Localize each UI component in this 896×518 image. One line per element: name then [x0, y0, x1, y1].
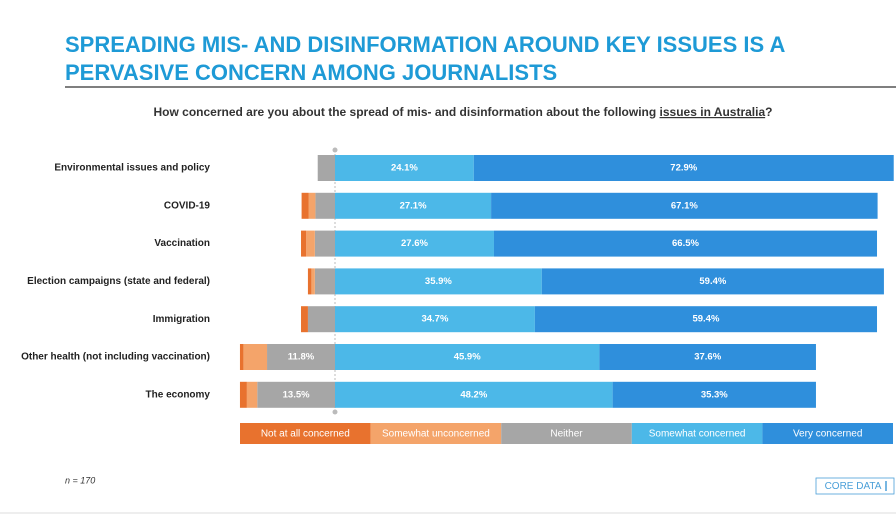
category-label: Election campaigns (state and federal): [27, 276, 210, 287]
bar-segment: [239, 344, 244, 370]
subtitle-part: issues in Australia: [660, 105, 766, 119]
value-label: 45.9%: [454, 352, 481, 363]
bar-segment: [493, 230, 878, 257]
bar-segment: [317, 155, 335, 181]
bar-segment: [314, 230, 335, 257]
bar-segment: [335, 268, 542, 295]
category-label: The economy: [146, 389, 211, 400]
legend-label: Not at all concerned: [261, 429, 350, 440]
legend-swatch: [240, 423, 371, 444]
value-label: 48.2%: [460, 389, 487, 400]
logo-box: [815, 477, 895, 495]
subtitle: How concerned are you about the spread o…: [154, 105, 773, 119]
bar-segment: [267, 344, 335, 370]
bar-segment: [257, 381, 335, 408]
subtitle-part: How concerned are you about the spread o…: [154, 105, 660, 119]
bar-segment: [301, 306, 308, 333]
bar-segment: [307, 268, 312, 295]
bar-segment: [308, 192, 316, 219]
logo: CORE DATA: [825, 481, 882, 492]
legend-swatch: [501, 423, 632, 444]
bar-segment: [315, 192, 335, 219]
value-label: 72.9%: [670, 163, 697, 174]
category-label: Environmental issues and policy: [54, 163, 210, 174]
category-label: Vaccination: [154, 238, 210, 249]
bar-segment: [307, 306, 335, 333]
bar-segment: [335, 344, 600, 370]
note: n = 170: [65, 475, 95, 485]
legend-swatch: [762, 423, 893, 444]
chart-title: SPREADING MIS- AND DISINFORMATION AROUND…: [65, 32, 785, 57]
bar-segment: [301, 192, 309, 219]
center-dot: [332, 409, 338, 415]
bar-segment: [491, 192, 878, 219]
bar-segment: [473, 155, 894, 181]
legend-label: Very concerned: [793, 429, 863, 440]
value-label: 34.7%: [421, 314, 448, 325]
bar-segment: [612, 381, 816, 408]
value-label: 27.1%: [400, 200, 427, 211]
chart-title: PERVASIVE CONCERN AMONG JOURNALISTS: [65, 60, 557, 85]
bar-segment: [534, 306, 878, 333]
category-label: Other health (not including vaccination): [21, 352, 210, 363]
category-label: COVID-19: [164, 200, 211, 211]
value-label: 35.3%: [701, 389, 728, 400]
bar-segment: [335, 306, 535, 333]
bar-segment: [541, 268, 884, 295]
legend-swatch: [631, 423, 763, 444]
bar-segment: [311, 268, 315, 295]
value-label: 66.5%: [672, 238, 699, 249]
value-label: 24.1%: [391, 163, 418, 174]
legend-label: Somewhat concerned: [649, 429, 746, 440]
bar-segment: [599, 344, 816, 370]
value-label: 37.6%: [694, 352, 721, 363]
value-label: 59.4%: [692, 314, 719, 325]
bar-segment: [314, 268, 335, 295]
bar-segment: [239, 381, 247, 408]
legend-swatch: [370, 423, 502, 444]
legend-label: Neither: [550, 429, 583, 440]
category-label: Immigration: [153, 314, 210, 325]
value-label: 13.5%: [283, 389, 310, 400]
legend-label: Somewhat unconcerned: [382, 429, 490, 440]
value-label: 35.9%: [425, 276, 452, 287]
subtitle-part: ?: [765, 105, 772, 119]
bar-segment: [335, 381, 613, 408]
bar-segment: [301, 230, 307, 257]
value-label: 67.1%: [671, 200, 698, 211]
bar-segment: [306, 230, 315, 257]
bar-segment: [243, 344, 268, 370]
value-label: 11.8%: [288, 352, 315, 363]
center-dot: [332, 147, 338, 153]
bar-segment: [335, 155, 474, 181]
value-label: 59.4%: [699, 276, 726, 287]
bar-segment: [246, 381, 258, 408]
bar-segment: [335, 230, 494, 257]
bar-segment: [335, 192, 492, 219]
value-label: 27.6%: [401, 238, 428, 249]
